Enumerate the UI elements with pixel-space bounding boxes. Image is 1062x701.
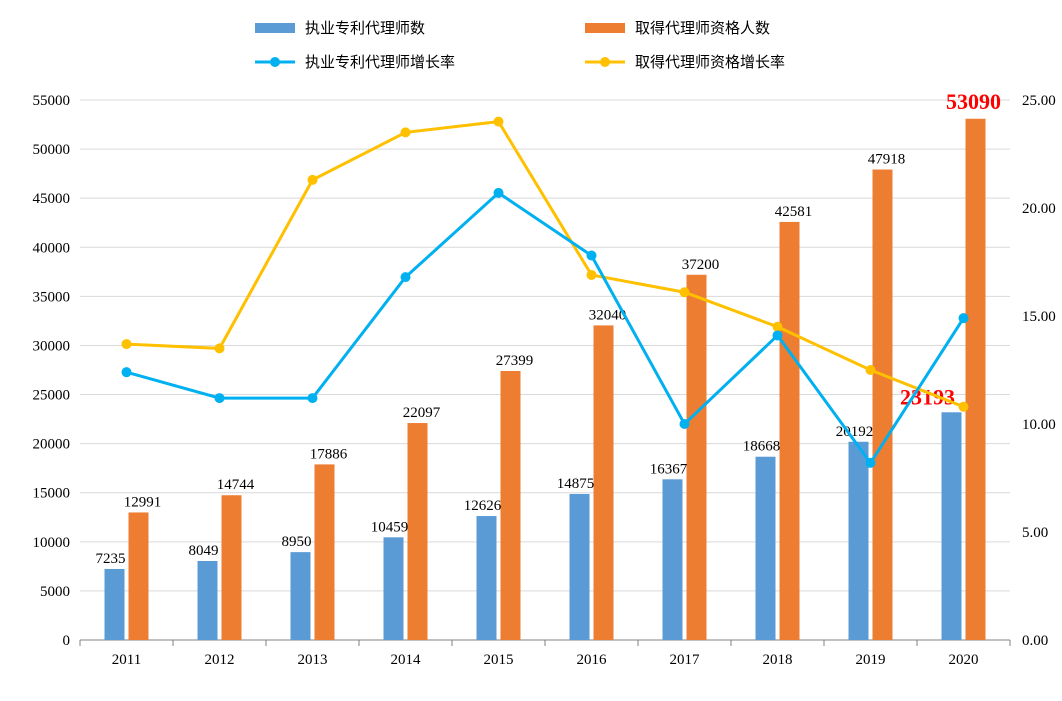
y-left-tick-label: 35000 — [33, 289, 71, 305]
y-left-tick-label: 5000 — [40, 584, 70, 600]
y-left-tick-label: 45000 — [33, 191, 71, 207]
x-tick-label: 2016 — [577, 652, 608, 668]
legend-label: 执业专利代理师数 — [305, 20, 425, 37]
bar1-label: 10459 — [371, 519, 409, 535]
bar-practicing — [477, 516, 497, 640]
line-practicing-growth-marker — [866, 458, 876, 468]
line-practicing-growth-marker — [401, 272, 411, 282]
legend-marker — [270, 57, 280, 67]
x-tick-label: 2019 — [856, 652, 886, 668]
bar-qualified — [129, 512, 149, 640]
bar-practicing — [384, 537, 404, 640]
legend-swatch — [585, 23, 625, 33]
line-practicing-growth-marker — [959, 313, 969, 323]
bar-practicing — [105, 569, 125, 640]
legend-label: 取得代理师资格人数 — [635, 20, 770, 37]
bar2-label: 37200 — [682, 257, 720, 273]
y-left-tick-label: 15000 — [33, 486, 71, 502]
bar2-label: 27399 — [496, 353, 534, 369]
legend-marker — [600, 57, 610, 67]
bar-qualified — [687, 275, 707, 640]
line-qualified-growth-marker — [680, 287, 690, 297]
bar-qualified — [408, 423, 428, 640]
y-right-tick-label: 20.00 — [1022, 201, 1056, 217]
line-qualified-growth-marker — [959, 402, 969, 412]
x-tick-label: 2013 — [298, 652, 328, 668]
bar2-label: 47918 — [868, 152, 906, 168]
y-right-tick-label: 10.00 — [1022, 417, 1056, 433]
bar2-label: 22097 — [403, 405, 441, 421]
line-qualified-growth-marker — [773, 322, 783, 332]
bar1-label: 16367 — [650, 461, 688, 477]
y-right-tick-label: 0.00 — [1022, 633, 1048, 649]
bar2-label: 42581 — [775, 204, 813, 220]
line-practicing-growth-marker — [587, 251, 597, 261]
line-qualified-growth-marker — [308, 175, 318, 185]
bar1-label: 14875 — [557, 476, 595, 492]
x-tick-label: 2012 — [205, 652, 235, 668]
bar1-label: 12626 — [464, 498, 502, 514]
bar-practicing — [663, 479, 683, 640]
combo-chart: 0 5000 10000 15000 20000 25000 30000 35000 40000… — [0, 0, 1062, 701]
line-qualified-growth — [127, 122, 964, 407]
line-qualified-growth-marker — [122, 339, 132, 349]
y-left-tick-label: 30000 — [33, 338, 71, 354]
y-right-tick-label: 25.00 — [1022, 93, 1056, 109]
bar2-label: 14744 — [217, 477, 255, 493]
bar-qualified — [315, 464, 335, 640]
y-left-tick-label: 40000 — [33, 240, 71, 256]
legend-swatch — [255, 23, 295, 33]
line-qualified-growth-marker — [215, 343, 225, 353]
line-practicing-growth-marker — [308, 393, 318, 403]
y-left-tick-label: 55000 — [33, 93, 71, 109]
x-tick-label: 2011 — [112, 652, 141, 668]
bar-practicing — [942, 412, 962, 640]
x-tick-label: 2017 — [670, 652, 701, 668]
line-qualified-growth-marker — [866, 365, 876, 375]
y-left-tick-label: 25000 — [33, 388, 71, 404]
y-left-tick-label: 10000 — [33, 535, 71, 551]
bar2-highlight-label: 53090 — [946, 89, 1001, 114]
bar-practicing — [570, 494, 590, 640]
bar-practicing — [198, 561, 218, 640]
line-practicing-growth-marker — [773, 330, 783, 340]
y-right-tick-label: 15.00 — [1022, 309, 1056, 325]
bar2-label: 17886 — [310, 446, 348, 462]
line-practicing-growth-marker — [122, 367, 132, 377]
bar1-label: 7235 — [96, 551, 126, 567]
bar-qualified — [780, 222, 800, 640]
line-practicing-growth-marker — [680, 419, 690, 429]
bar1-label: 18668 — [743, 439, 781, 455]
y-left-tick-label: 50000 — [33, 142, 71, 158]
bar-practicing — [756, 457, 776, 640]
legend-label: 取得代理师资格增长率 — [635, 54, 785, 71]
line-qualified-growth-marker — [401, 127, 411, 137]
bar-qualified — [594, 325, 614, 640]
legend-label: 执业专利代理师增长率 — [305, 54, 455, 71]
bar1-label: 8049 — [189, 543, 219, 559]
bar-qualified — [966, 119, 986, 640]
bar-practicing — [849, 442, 869, 640]
y-right-tick-label: 5.00 — [1022, 525, 1048, 541]
x-tick-label: 2015 — [484, 652, 514, 668]
bar2-label: 12991 — [124, 494, 162, 510]
bar-qualified — [873, 170, 893, 640]
y-left-tick-label: 0 — [63, 633, 71, 649]
line-practicing-growth-marker — [215, 393, 225, 403]
line-qualified-growth-marker — [587, 270, 597, 280]
bar-qualified — [501, 371, 521, 640]
line-practicing-growth-marker — [494, 188, 504, 198]
line-qualified-growth-marker — [494, 117, 504, 127]
bar-qualified — [222, 495, 242, 640]
x-tick-label: 2014 — [391, 652, 422, 668]
bar1-label: 20192 — [836, 424, 874, 440]
x-tick-label: 2020 — [949, 652, 979, 668]
bar-practicing — [291, 552, 311, 640]
line-practicing-growth — [127, 193, 964, 463]
x-tick-label: 2018 — [763, 652, 793, 668]
y-left-tick-label: 20000 — [33, 437, 71, 453]
bar1-label: 8950 — [282, 534, 312, 550]
